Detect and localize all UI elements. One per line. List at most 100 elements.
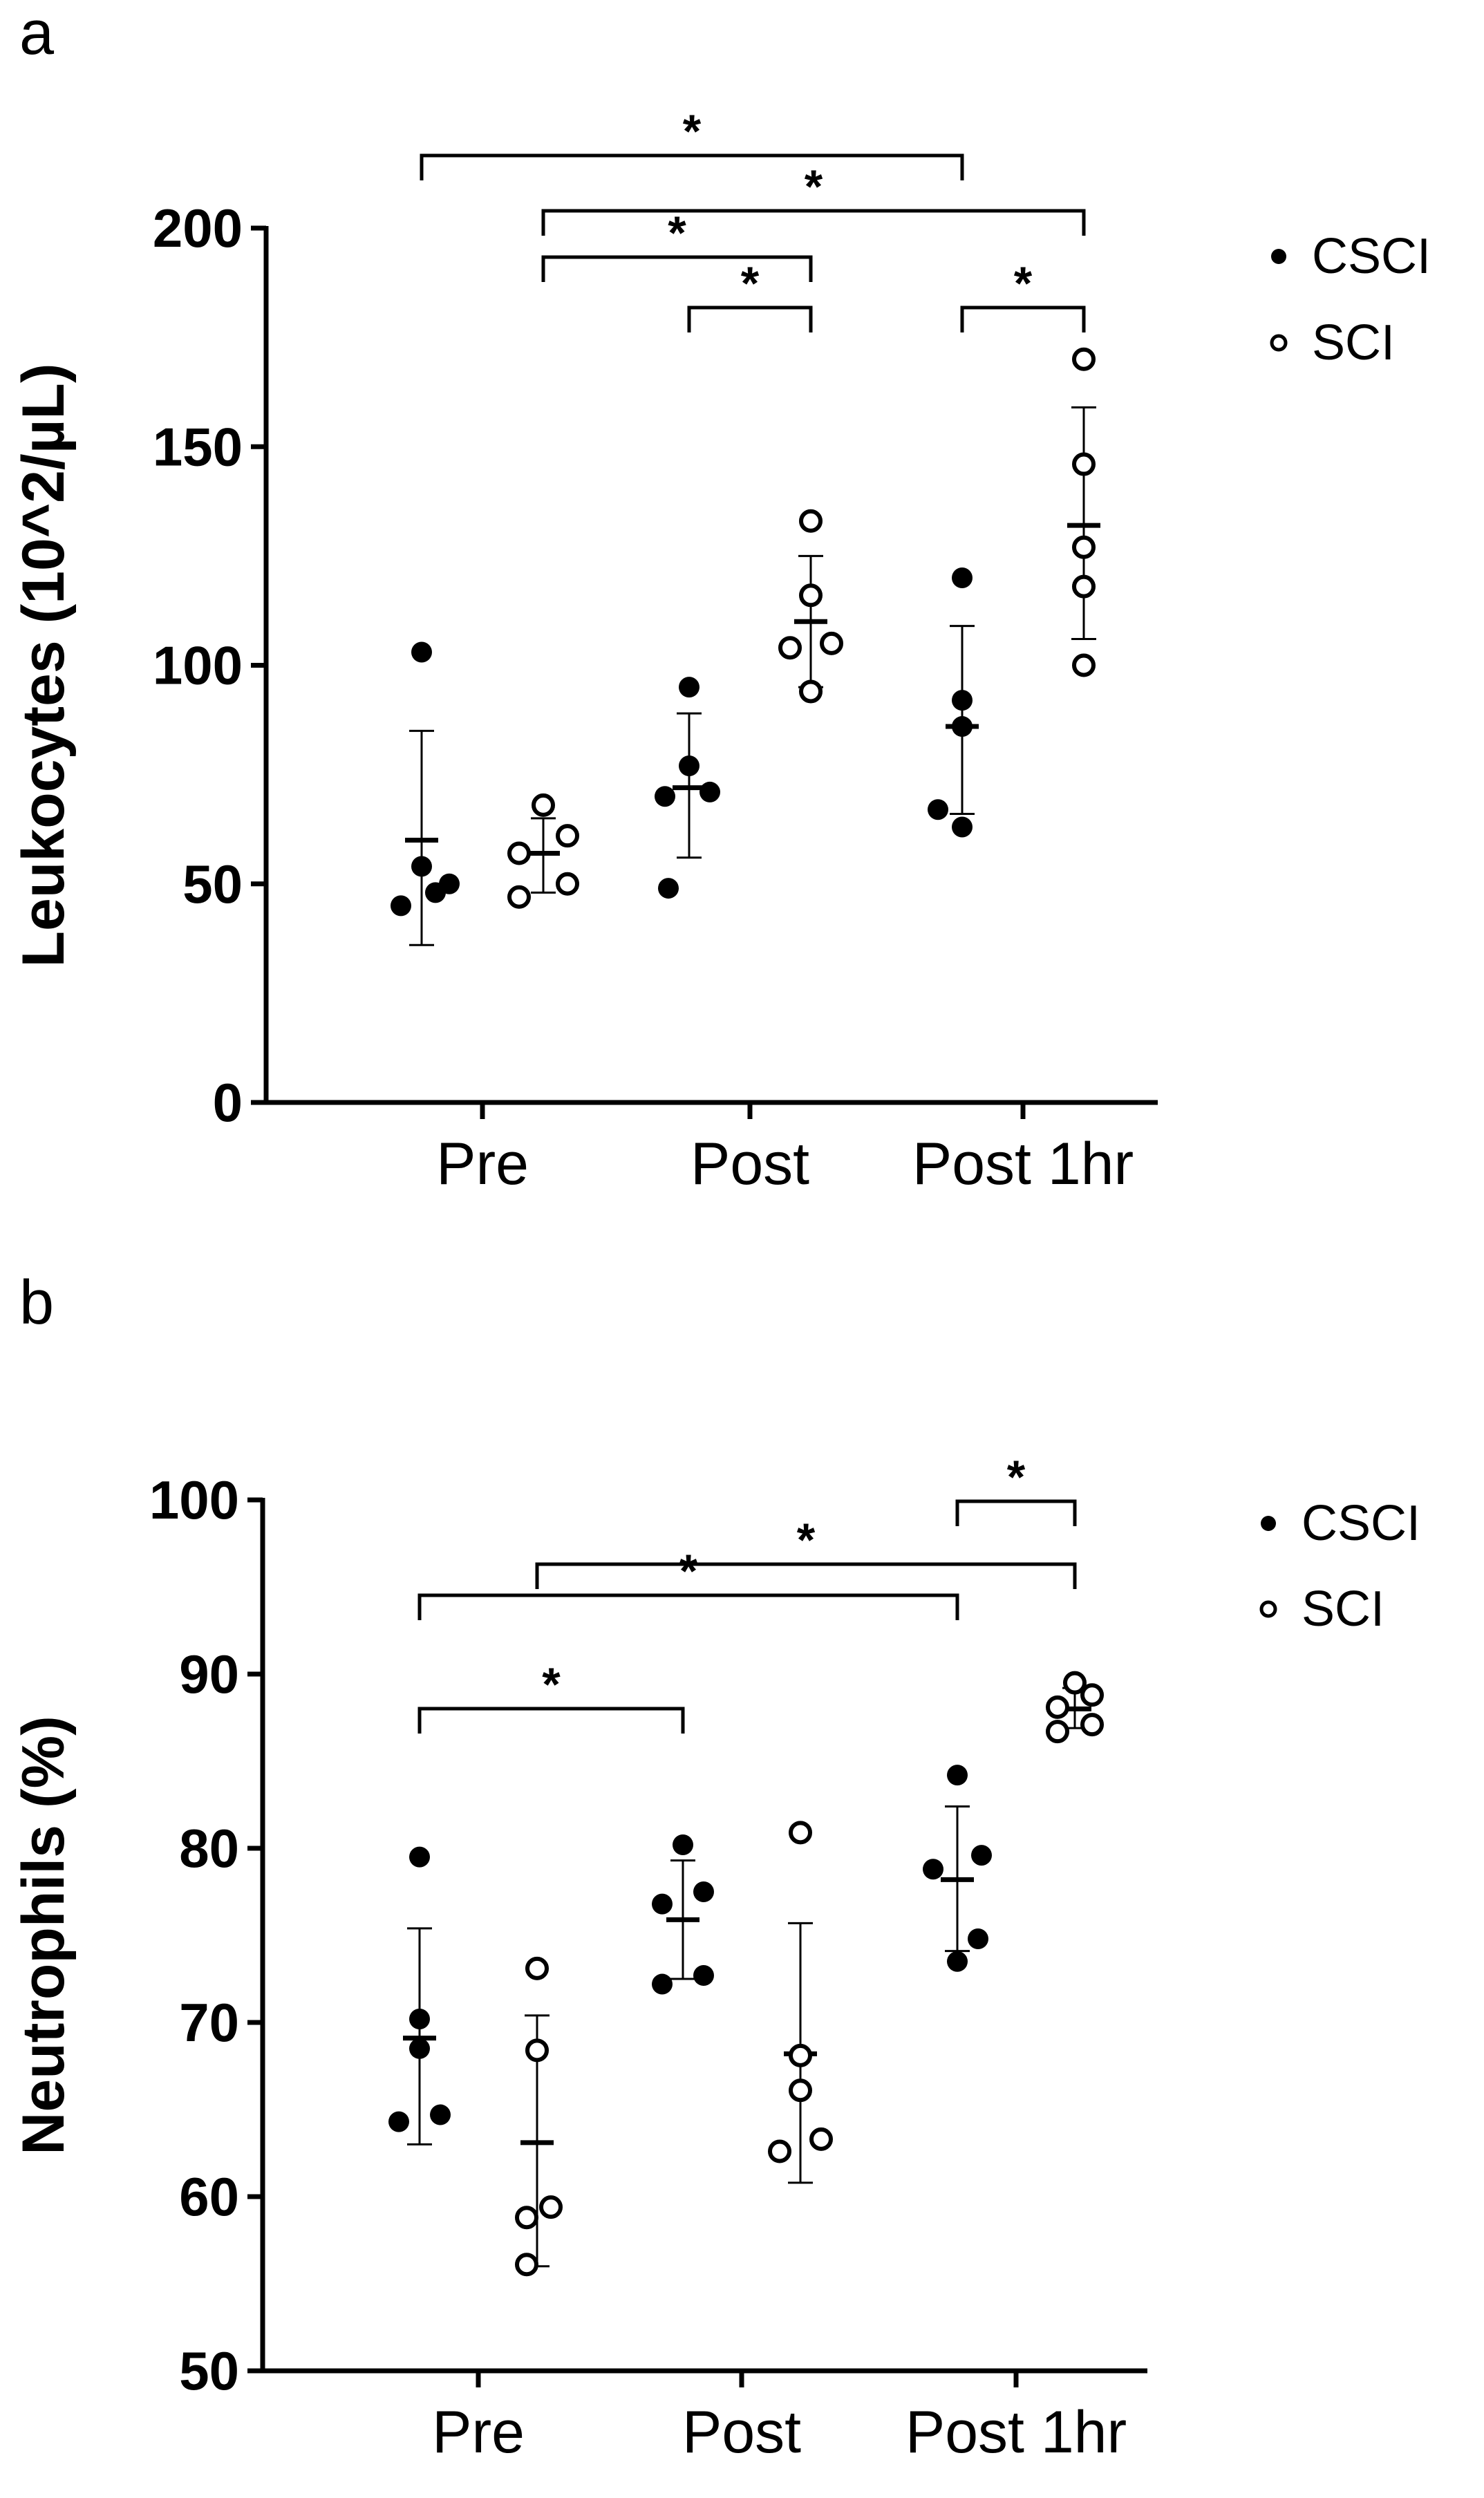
data-point-csci	[409, 1846, 430, 1868]
data-point-sci	[1046, 1695, 1069, 1719]
data-point-csci	[693, 1964, 714, 1986]
y-tick-label: 70	[179, 1992, 239, 2053]
panel-label: b	[19, 1268, 54, 1337]
data-point-csci	[409, 2008, 430, 2029]
data-point-csci	[391, 895, 411, 917]
significance-bracket	[541, 255, 813, 282]
significance-bracket	[535, 1562, 1077, 1589]
y-axis-title: Neutrophils (%)	[10, 1716, 77, 2154]
significance-bracket	[417, 1593, 959, 1620]
data-point-sci	[507, 841, 531, 865]
significance-bracket	[687, 306, 813, 332]
data-point-sci	[1072, 653, 1096, 677]
y-tick-label: 200	[153, 198, 243, 259]
data-point-csci	[388, 2111, 409, 2132]
data-point-sci	[525, 2038, 549, 2063]
legend-marker-open	[1270, 334, 1288, 352]
significance-bracket	[420, 153, 964, 180]
data-point-sci	[820, 631, 843, 655]
data-point-sci	[1063, 1671, 1087, 1695]
data-point-csci	[652, 1973, 673, 1995]
y-tick-label: 50	[179, 2340, 239, 2401]
legend-label: CSCI	[1302, 1496, 1420, 1551]
data-point-sci	[1080, 1713, 1104, 1737]
significance-bracket	[960, 306, 1086, 332]
data-point-csci	[952, 716, 973, 738]
data-point-sci	[778, 636, 802, 660]
data-point-csci	[952, 816, 973, 838]
significance-bracket	[955, 1499, 1077, 1526]
y-tick-label: 60	[179, 2166, 239, 2227]
y-tick-label: 100	[153, 635, 243, 696]
data-point-sci	[539, 2195, 563, 2219]
x-tick-label: Post 1hr	[912, 1131, 1134, 1197]
data-point-csci	[411, 856, 432, 877]
data-point-sci	[799, 509, 823, 533]
significance-star: *	[805, 160, 823, 213]
significance-star: *	[668, 207, 686, 259]
data-point-csci	[923, 1859, 943, 1880]
data-point-csci	[693, 1881, 714, 1902]
significance-star: *	[1007, 1451, 1026, 1503]
legend-label: CSCI	[1312, 229, 1431, 284]
data-point-csci	[655, 786, 675, 807]
significance-star: *	[542, 1658, 561, 1711]
data-point-csci	[952, 567, 973, 588]
significance-star: *	[1014, 257, 1033, 310]
data-point-csci	[409, 2038, 430, 2059]
data-point-csci	[658, 878, 679, 899]
legend-marker-filled	[1261, 1516, 1276, 1531]
chart-panel-b: b 50 60 70 80 90 100 Pre Post Post 1hr Neutrophils…	[10, 1268, 1420, 2466]
data-point-sci	[1080, 1683, 1104, 1707]
significance-star: *	[797, 1514, 816, 1566]
data-point-sci	[1072, 347, 1096, 371]
legend-marker-open	[1259, 1600, 1277, 1618]
chart-panel-a: a 0 50 100 150 200 Pre Post Post 1hr Leukocytes (…	[10, 0, 1431, 1197]
data-point-sci	[532, 793, 555, 817]
x-tick-label: Pre	[432, 2399, 525, 2466]
data-point-sci	[1072, 574, 1096, 599]
y-tick-label: 90	[179, 1644, 239, 1705]
x-tick-label: Post	[691, 1131, 809, 1197]
data-point-sci	[556, 872, 579, 896]
y-tick-label: 150	[153, 416, 243, 477]
data-point-csci	[679, 677, 699, 698]
legend-marker-filled	[1271, 249, 1286, 264]
data-point-csci	[928, 799, 948, 820]
data-point-sci	[515, 2206, 538, 2230]
data-point-csci	[968, 1928, 988, 1950]
y-tick-label: 100	[149, 1469, 239, 1530]
data-point-csci	[699, 781, 720, 802]
data-point-csci	[952, 690, 973, 711]
data-point-sci	[1046, 1720, 1069, 1744]
data-point-csci	[947, 1765, 968, 1786]
data-point-sci	[799, 583, 823, 608]
data-point-csci	[947, 1951, 968, 1972]
significance-star: *	[741, 257, 760, 310]
data-point-sci	[507, 885, 531, 909]
panel-label: a	[19, 0, 55, 68]
data-point-sci	[799, 679, 823, 704]
data-point-sci	[809, 2127, 833, 2151]
data-point-sci	[525, 1956, 549, 1980]
data-point-sci	[1072, 535, 1096, 559]
significance-bracket	[417, 1707, 685, 1734]
data-point-sci	[515, 2253, 538, 2277]
legend-label: SCI	[1312, 315, 1395, 370]
x-tick-label: Pre	[436, 1131, 529, 1197]
data-point-csci	[679, 755, 699, 776]
data-point-csci	[971, 1845, 992, 1866]
significance-star: *	[679, 1545, 698, 1597]
significance-star: *	[683, 105, 702, 158]
legend-label: SCI	[1302, 1581, 1384, 1637]
data-point-sci	[1072, 452, 1096, 476]
data-point-csci	[411, 641, 432, 663]
y-tick-label: 0	[213, 1072, 243, 1133]
significance-bracket	[541, 209, 1086, 236]
data-point-sci	[556, 824, 579, 848]
data-point-sci	[789, 2078, 812, 2103]
y-tick-label: 50	[182, 854, 243, 914]
data-point-sci	[768, 2139, 791, 2163]
y-tick-label: 80	[179, 1818, 239, 1879]
